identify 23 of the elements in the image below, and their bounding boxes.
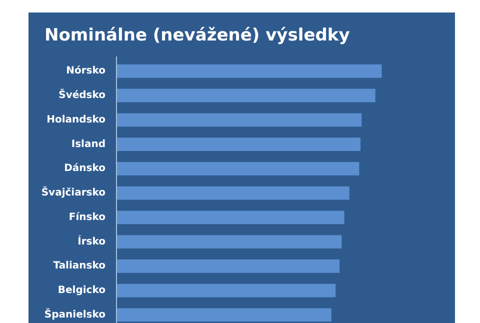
bar	[116, 210, 344, 224]
y-tick-label: Švédsko	[58, 88, 106, 102]
y-tick-label: Nórsko	[66, 66, 106, 77]
y-tick-label: Belgicko	[58, 285, 106, 296]
bar	[116, 162, 360, 176]
bar	[116, 308, 332, 322]
y-tick-label: Švajčiarsko	[41, 186, 106, 199]
y-tick-label: Taliansko	[53, 260, 106, 272]
bar	[116, 259, 340, 273]
y-tick-label: Holandsko	[46, 114, 106, 126]
bar	[116, 235, 342, 249]
y-tick-label: Fínsko	[68, 212, 106, 223]
bar	[116, 113, 362, 127]
bar	[116, 284, 336, 298]
y-tick-label: Írsko	[78, 234, 106, 248]
bar	[116, 64, 382, 78]
chart-title: Nominálne (nevážené) výsledky	[44, 26, 350, 46]
y-tick-label: Island	[71, 138, 106, 150]
bar	[116, 88, 376, 102]
bar	[116, 138, 361, 151]
y-tick-label: Španielsko	[44, 307, 106, 320]
y-tick-label: Dánsko	[64, 163, 106, 174]
bar	[116, 186, 350, 200]
